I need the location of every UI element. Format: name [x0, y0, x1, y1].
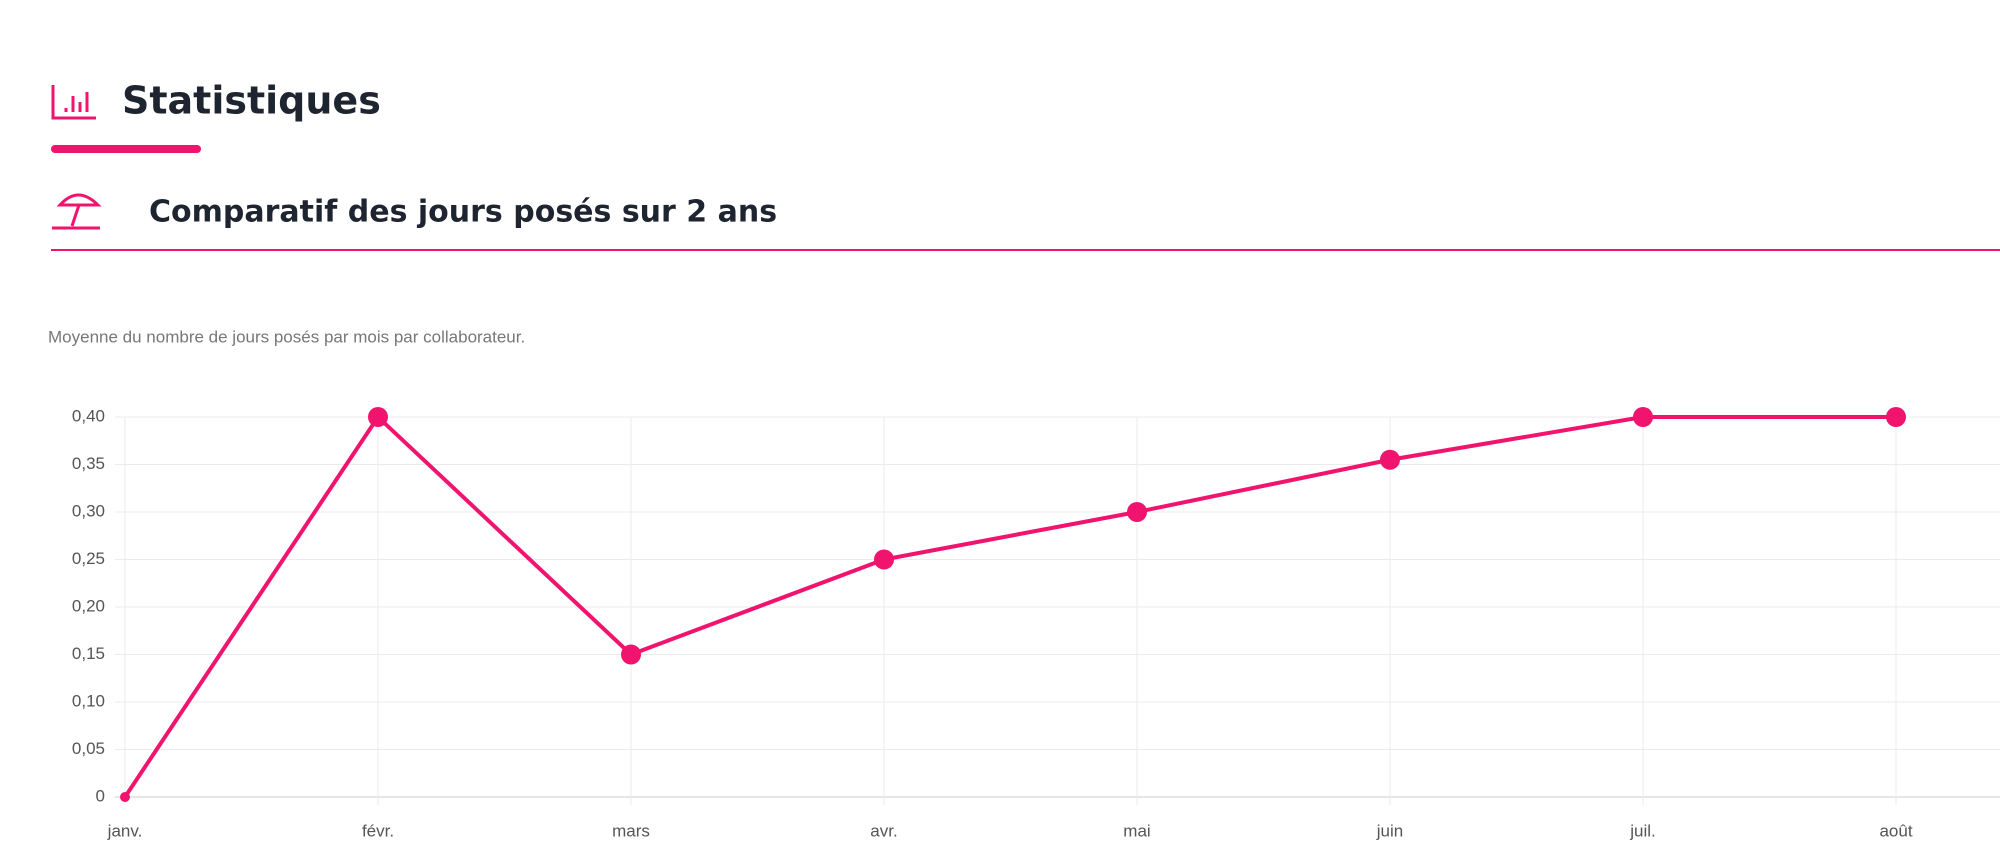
y-tick-label: 0,20: [72, 596, 105, 615]
y-tick-label: 0,25: [72, 549, 105, 568]
title-underline: [51, 145, 201, 153]
section-title: Comparatif des jours posés sur 2 ans: [149, 195, 777, 230]
x-tick-label: mars: [612, 821, 650, 840]
y-tick-label: 0,05: [72, 739, 105, 758]
chart-subtitle: Moyenne du nombre de jours posés par moi…: [48, 327, 525, 346]
plot: 0 0,05 0,10 0,15 0,20 0,25 0,30 0,35 0,40 janv. fé…: [72, 406, 2000, 840]
y-tick-label: 0,30: [72, 501, 105, 520]
x-tick-label: juin: [1376, 821, 1403, 840]
x-tick-label: avr.: [870, 821, 897, 840]
data-line: [123, 415, 1896, 799]
x-tick-label: juil.: [1629, 821, 1656, 840]
data-point: [1633, 407, 1653, 427]
data-point: [368, 407, 388, 427]
y-tick-label: 0,10: [72, 691, 105, 710]
data-point: [874, 549, 894, 570]
y-tick-label: 0,35: [72, 454, 105, 473]
x-tick-label: mai: [1123, 821, 1150, 840]
umbrella-icon: [52, 193, 102, 230]
data-point: [1127, 502, 1147, 522]
stats-icon: [51, 85, 96, 120]
data-point: [120, 792, 130, 802]
data-point: [1886, 407, 1906, 427]
y-tick-label: 0,15: [72, 644, 105, 663]
x-tick-label: févr.: [362, 821, 394, 840]
y-tick-label: 0: [96, 786, 105, 805]
x-tick-label: août: [1879, 821, 1912, 840]
data-point: [1380, 449, 1400, 470]
y-tick-label: 0,40: [72, 406, 105, 425]
page-title: Statistiques: [122, 79, 381, 123]
x-tick-label: janv.: [107, 821, 143, 840]
data-point: [621, 644, 641, 665]
